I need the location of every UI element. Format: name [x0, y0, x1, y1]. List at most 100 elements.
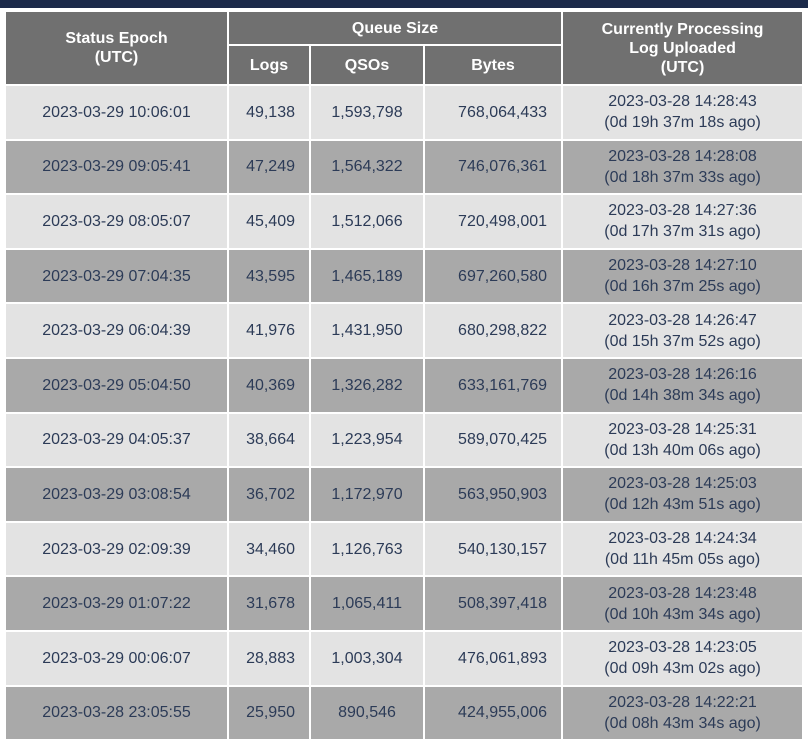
status-epoch-cell: 2023-03-29 03:08:54 [4, 466, 229, 523]
processing-time: 2023-03-28 14:27:36 [608, 202, 757, 220]
processing-cell: 2023-03-28 14:27:10 (0d 16h 37m 25s ago) [561, 247, 805, 305]
bytes-cell: 424,955,006 [422, 684, 564, 742]
processing-age: (0d 19h 37m 18s ago) [604, 114, 761, 132]
header-line: Currently Processing [601, 20, 764, 38]
epoch-header: Status Epoch (UTC) [4, 10, 229, 86]
table-row: 2023-03-29 07:04:35 43,595 1,465,189 697,26… [4, 247, 805, 305]
bytes-cell: 697,260,580 [422, 247, 564, 305]
bytes-cell: 540,130,157 [422, 520, 564, 578]
processing-age: (0d 14h 38m 34s ago) [604, 387, 761, 405]
header-line: Log Uploaded [629, 39, 736, 57]
processing-time: 2023-03-28 14:23:05 [608, 639, 757, 657]
processing-cell: 2023-03-28 14:28:08 (0d 18h 37m 33s ago) [561, 138, 805, 196]
logs-cell: 40,369 [227, 356, 311, 414]
processing-cell: 2023-03-28 14:24:34 (0d 11h 45m 05s ago) [561, 520, 805, 578]
qsos-cell: 1,223,954 [309, 411, 425, 469]
processing-age: (0d 10h 43m 34s ago) [604, 605, 761, 623]
logs-cell: 49,138 [227, 84, 311, 141]
qsos-cell: 890,546 [309, 684, 425, 742]
logs-cell: 36,702 [227, 466, 311, 523]
processing-time: 2023-03-28 14:22:21 [608, 693, 757, 711]
processing-cell: 2023-03-28 14:22:21 (0d 08h 43m 34s ago) [561, 684, 805, 742]
logs-cell: 38,664 [227, 411, 311, 469]
status-epoch-cell: 2023-03-29 05:04:50 [4, 356, 229, 414]
header-line: (UTC) [660, 58, 705, 76]
processing-time: 2023-03-28 14:25:03 [608, 475, 757, 493]
processing-time: 2023-03-28 14:28:43 [608, 93, 757, 111]
processing-age: (0d 11h 45m 05s ago) [604, 551, 761, 569]
table-row: 2023-03-29 05:04:50 40,369 1,326,282 633,16… [4, 356, 805, 414]
qsos-cell: 1,593,798 [309, 84, 425, 141]
processing-time: 2023-03-28 14:23:48 [608, 584, 757, 602]
bytes-cell: 746,076,361 [422, 138, 564, 196]
logs-cell: 43,595 [227, 247, 311, 305]
processing-cell: 2023-03-28 14:25:03 (0d 12h 43m 51s ago) [561, 466, 805, 523]
table-row: 2023-03-29 09:05:41 47,249 1,564,322 746,07… [4, 138, 805, 196]
logs-cell: 28,883 [227, 629, 311, 687]
status-epoch-cell: 2023-03-29 00:06:07 [4, 629, 229, 687]
table-row: 2023-03-29 06:04:39 41,976 1,431,950 680,29… [4, 302, 805, 359]
header-line: Status Epoch [65, 30, 168, 47]
qsos-cell: 1,003,304 [309, 629, 425, 687]
table-row: 2023-03-29 03:08:54 36,702 1,172,970 563,95… [4, 466, 805, 523]
qsos-cell: 1,126,763 [309, 520, 425, 578]
bytes-cell: 768,064,433 [422, 84, 564, 141]
logs-cell: 41,976 [227, 302, 311, 359]
processing-time: 2023-03-28 14:28:08 [608, 147, 757, 165]
processing-cell: 2023-03-28 14:27:36 (0d 17h 37m 31s ago) [561, 193, 805, 250]
status-epoch-cell: 2023-03-29 07:04:35 [4, 247, 229, 305]
processing-time: 2023-03-28 14:27:10 [608, 257, 757, 275]
bytes-cell: 476,061,893 [422, 629, 564, 687]
table-row: 2023-03-29 02:09:39 34,460 1,126,763 540,13… [4, 520, 805, 578]
bytes-cell: 563,950,903 [422, 466, 564, 523]
top-bar [0, 0, 808, 8]
processing-time: 2023-03-28 14:24:34 [608, 530, 757, 548]
table-row: 2023-03-28 23:05:55 25,950 890,546 424,955,… [4, 684, 805, 742]
logs-cell: 34,460 [227, 520, 311, 578]
bytes-cell: 589,070,425 [422, 411, 564, 469]
qsos-cell: 1,326,282 [309, 356, 425, 414]
status-epoch-cell: 2023-03-29 09:05:41 [4, 138, 229, 196]
processing-age: (0d 18h 37m 33s ago) [604, 168, 761, 186]
logs-header: Logs [227, 44, 311, 86]
processing-age: (0d 13h 40m 06s ago) [604, 441, 761, 459]
processing-cell: 2023-03-28 14:28:43 (0d 19h 37m 18s ago) [561, 84, 805, 141]
processing-cell: 2023-03-28 14:23:05 (0d 09h 43m 02s ago) [561, 629, 805, 687]
qsos-cell: 1,465,189 [309, 247, 425, 305]
bytes-cell: 633,161,769 [422, 356, 564, 414]
processing-cell: 2023-03-28 14:26:47 (0d 15h 37m 52s ago) [561, 302, 805, 359]
processing-time: 2023-03-28 14:26:16 [608, 366, 757, 384]
processing-cell: 2023-03-28 14:25:31 (0d 13h 40m 06s ago) [561, 411, 805, 469]
processing-time: 2023-03-28 14:26:47 [608, 311, 757, 329]
queue-size-header: Queue Size [226, 10, 564, 46]
bytes-cell: 680,298,822 [422, 302, 564, 359]
status-epoch-cell: 2023-03-29 01:07:22 [4, 575, 229, 632]
qsos-cell: 1,172,970 [309, 466, 425, 523]
qsos-header: QSOs [309, 44, 425, 86]
qsos-cell: 1,512,066 [309, 193, 425, 250]
processing-age: (0d 08h 43m 34s ago) [604, 714, 761, 732]
table-row: 2023-03-29 01:07:22 31,678 1,065,411 508,39… [4, 575, 805, 632]
processing-age: (0d 12h 43m 51s ago) [604, 496, 761, 514]
status-epoch-cell: 2023-03-29 08:05:07 [4, 193, 229, 250]
processing-time: 2023-03-28 14:25:31 [608, 420, 757, 438]
bytes-header: Bytes [422, 44, 564, 86]
logs-cell: 31,678 [227, 575, 311, 632]
qsos-cell: 1,431,950 [309, 302, 425, 359]
logs-cell: 25,950 [227, 684, 311, 742]
processing-age: (0d 09h 43m 02s ago) [604, 660, 761, 678]
logs-cell: 47,249 [227, 138, 311, 196]
header-line: (UTC) [94, 49, 139, 66]
status-epoch-cell: 2023-03-28 23:05:55 [4, 684, 229, 742]
status-epoch-cell: 2023-03-29 06:04:39 [4, 302, 229, 359]
processing-age: (0d 15h 37m 52s ago) [604, 332, 761, 350]
table-body: 2023-03-29 10:06:01 49,138 1,593,798 768,06… [4, 84, 805, 742]
table-row: 2023-03-29 00:06:07 28,883 1,003,304 476,06… [4, 629, 805, 687]
status-epoch-cell: 2023-03-29 04:05:37 [4, 411, 229, 469]
queue-table: Status Epoch (UTC) Queue Size Currently P… [4, 10, 805, 742]
processing-header: Currently Processing Log Uploaded (UTC) [561, 10, 805, 86]
bytes-cell: 720,498,001 [422, 193, 564, 250]
table-row: 2023-03-29 10:06:01 49,138 1,593,798 768,06… [4, 84, 805, 141]
processing-cell: 2023-03-28 14:23:48 (0d 10h 43m 34s ago) [561, 575, 805, 632]
